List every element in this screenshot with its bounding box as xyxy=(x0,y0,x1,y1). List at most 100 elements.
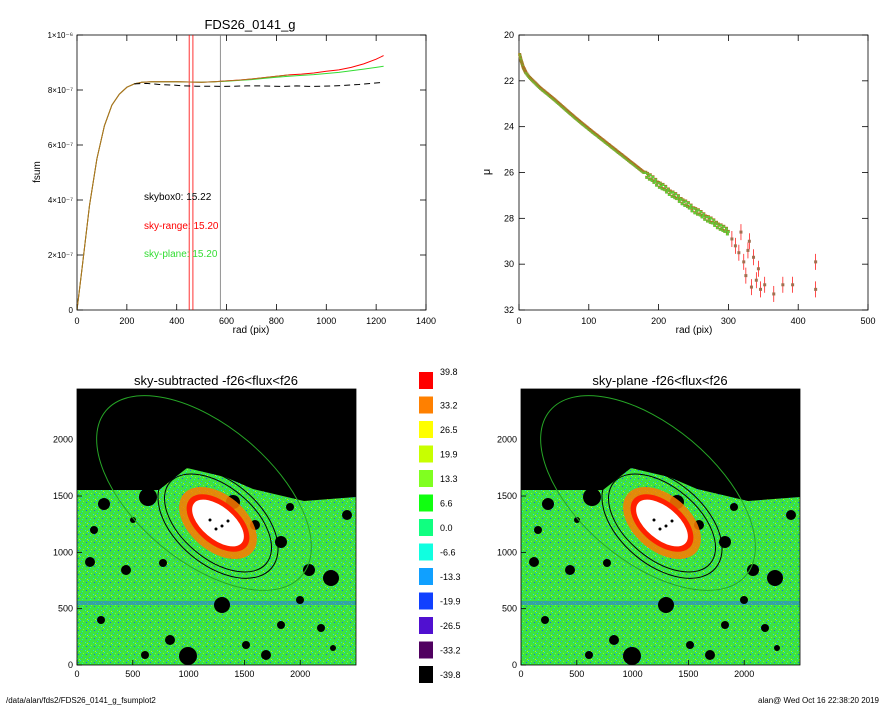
profile-point-green xyxy=(716,226,719,230)
outer-profile-point xyxy=(742,260,746,264)
colorbar-label: -13.3 xyxy=(440,572,461,582)
y-tick-label: 4×10⁻⁷ xyxy=(48,196,73,205)
profile-point-green xyxy=(664,185,667,188)
colorbar-label: -19.9 xyxy=(440,597,461,607)
profile-point-green xyxy=(702,213,705,216)
masked-star xyxy=(609,635,619,645)
colorbar-label: -39.8 xyxy=(440,670,461,680)
x-tick-label: 600 xyxy=(219,316,234,326)
profile-point-green xyxy=(673,196,676,200)
outer-profile-point xyxy=(772,292,776,296)
profile-point-green xyxy=(670,191,673,194)
profile-point-green xyxy=(648,178,651,181)
x-tick-label: 0 xyxy=(516,316,521,326)
profile-point-green xyxy=(708,218,711,222)
colorbar-swatch xyxy=(419,592,433,610)
masked-star xyxy=(85,557,95,567)
colorbar-swatch xyxy=(419,519,433,536)
colorbar-label: 19.9 xyxy=(440,450,458,460)
profile-point-green xyxy=(712,219,715,222)
sky-field xyxy=(77,468,356,665)
masked-star xyxy=(585,651,593,659)
sky-plane-annotation: sky-plane: 15.20 xyxy=(144,249,218,260)
y-tick-label: 1×10⁻⁶ xyxy=(47,31,73,40)
x-tick-label: 400 xyxy=(169,316,184,326)
masked-star xyxy=(658,597,674,613)
masked-star xyxy=(296,596,304,604)
profile-point-green xyxy=(684,200,687,203)
profile-point-green xyxy=(683,204,686,207)
sky-range-annotation: sky-range: 15.20 xyxy=(144,221,219,232)
profile-point-green xyxy=(690,209,694,213)
y-tick-label: 28 xyxy=(504,213,514,223)
profile-point-green xyxy=(726,233,729,236)
profile-point-green xyxy=(678,200,681,203)
y-tick-label: 26 xyxy=(504,168,514,178)
colorbar-label: -33.2 xyxy=(440,646,461,656)
outer-profile-point xyxy=(754,278,758,282)
x-tick-label: 800 xyxy=(269,316,284,326)
masked-star xyxy=(242,641,250,649)
profile-point-green xyxy=(719,228,722,231)
core-speck xyxy=(214,527,218,531)
profile-point-green xyxy=(661,183,665,186)
profile-point-green xyxy=(722,225,725,228)
outer-profile-point xyxy=(752,255,756,259)
profile-point-green xyxy=(713,224,716,227)
profile-point-green xyxy=(666,189,669,192)
skybox-annotation: skybox0: 15.22 xyxy=(144,192,212,203)
profile-point-green xyxy=(709,217,713,220)
profile-point-green xyxy=(658,186,661,189)
profile-point-green xyxy=(687,201,690,205)
masked-star xyxy=(342,510,352,520)
y-tick-label: 0 xyxy=(69,306,74,315)
masked-star xyxy=(542,498,554,510)
colorbar-label: 33.2 xyxy=(440,401,458,411)
masked-star xyxy=(565,565,575,575)
sky-subtracted-frame xyxy=(76,388,357,666)
outer-profile-point xyxy=(759,287,763,291)
y-tick-label: 30 xyxy=(504,259,514,269)
y-tick-label: 24 xyxy=(504,122,514,132)
outer-profile-point xyxy=(739,230,743,234)
masked-star xyxy=(90,526,98,534)
outer-profile-point xyxy=(747,239,751,243)
masked-star xyxy=(139,488,157,506)
masked-star xyxy=(317,624,325,632)
profile-point-green xyxy=(654,178,657,181)
profile-point-green xyxy=(649,174,652,177)
inner-aperture xyxy=(163,473,273,573)
x-tick-label: 400 xyxy=(791,316,806,326)
y-tick-label: 22 xyxy=(504,76,514,86)
fsum-series-line xyxy=(76,65,384,311)
outer-profile-point xyxy=(744,274,748,278)
outer-profile-point xyxy=(791,283,795,287)
masked-star xyxy=(323,570,339,586)
profile-point-green xyxy=(694,207,697,211)
profile-point-green xyxy=(667,188,670,191)
y-tick-label: 20 xyxy=(504,30,514,40)
outer-profile-point xyxy=(746,248,750,252)
profile-point-green xyxy=(680,202,684,206)
x-tick-label: 0 xyxy=(74,316,79,326)
large-aperture xyxy=(540,395,756,591)
profile-point-green xyxy=(706,220,709,223)
x-tick-label: 0 xyxy=(518,669,523,679)
masked-star xyxy=(747,564,759,576)
y-tick-label: 2×10⁻⁷ xyxy=(48,251,73,260)
x-tick-label: 500 xyxy=(860,316,875,326)
profile-point-green xyxy=(647,174,650,178)
large-aperture xyxy=(96,395,312,591)
masked-star xyxy=(165,635,175,645)
sky-plane-frame xyxy=(520,388,801,666)
core-speck xyxy=(220,524,224,528)
profile-point-green xyxy=(697,209,700,212)
profile-point-green xyxy=(676,197,679,200)
fsum-series-line xyxy=(76,55,384,311)
sky-field xyxy=(521,468,800,665)
outer-profile-point xyxy=(749,285,753,289)
profile-point-green xyxy=(650,179,654,182)
colorbar-label: 0.0 xyxy=(440,523,453,533)
masked-star xyxy=(261,650,271,660)
profile-point-green xyxy=(703,218,706,221)
